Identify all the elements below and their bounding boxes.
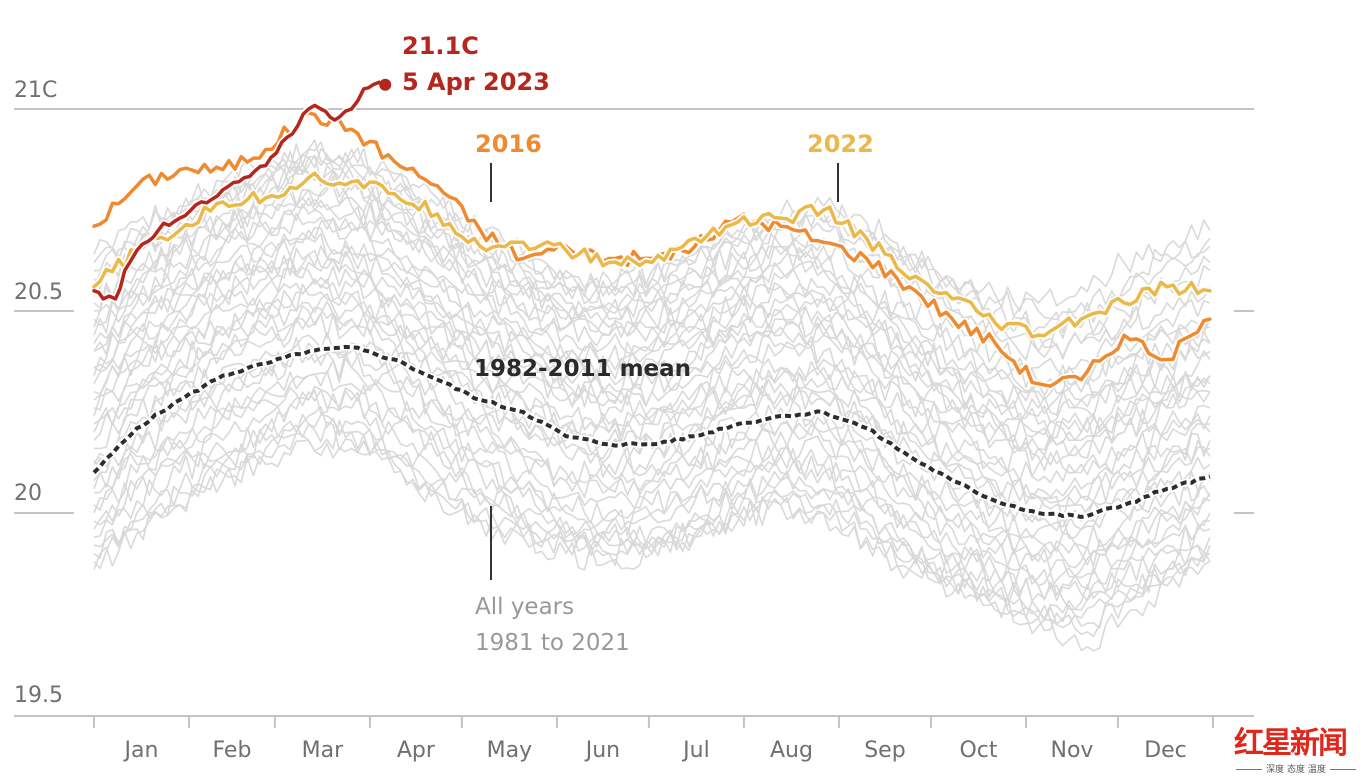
x-tick-label-oct: Oct — [959, 738, 997, 763]
label-mean: 1982-2011 mean — [474, 356, 691, 382]
x-tick-label-dec: Dec — [1144, 738, 1187, 763]
x-tick-label-jul: Jul — [681, 738, 710, 763]
background-year-line — [93, 386, 1211, 590]
record-value-label: 21.1C — [402, 32, 479, 60]
label-all-years-1: All years — [475, 594, 574, 620]
x-tick-label-may: May — [487, 738, 532, 763]
background-year-line — [93, 414, 1211, 632]
record-date-label: 5 Apr 2023 — [402, 68, 550, 96]
background-year-line — [93, 203, 1211, 416]
x-tick-label-jun: Jun — [584, 738, 620, 763]
background-year-line — [93, 357, 1211, 578]
y-tick-21: 21C — [14, 78, 57, 103]
background-year-line — [93, 432, 1211, 652]
x-tick-label-apr: Apr — [397, 738, 436, 763]
watermark-tagline: 深度 态度 温度 — [1228, 762, 1364, 775]
x-tick-label-sep: Sep — [864, 738, 905, 763]
x-tick-label-feb: Feb — [212, 738, 251, 763]
highlight-lines — [91, 78, 1212, 521]
background-year-line — [93, 312, 1211, 536]
background-year-line — [93, 245, 1211, 457]
y-tick-20-5: 20.5 — [14, 280, 63, 305]
series-line-2022 — [92, 171, 1212, 339]
series-line-2023 — [92, 80, 387, 301]
series-line-mean — [92, 344, 1211, 520]
watermark-logo: 红星新闻 深度 态度 温度 — [1228, 718, 1368, 780]
background-year-line — [93, 405, 1211, 611]
background-year-line — [93, 306, 1211, 523]
watermark-brand: 红星新闻 — [1234, 726, 1348, 761]
label-2022: 2022 — [807, 130, 874, 158]
background-year-line — [93, 370, 1211, 602]
background-year-line — [93, 195, 1211, 401]
label-2016: 2016 — [475, 130, 542, 158]
background-year-line — [93, 141, 1211, 321]
background-year-line — [93, 276, 1211, 484]
x-axis: Jan Feb Mar Apr May Jun Jul Aug Sep Oct Nov Dec — [14, 715, 1254, 763]
label-all-years-2: 1981 to 2021 — [475, 630, 630, 656]
grid — [14, 108, 1254, 514]
background-year-lines — [93, 139, 1211, 652]
background-year-line — [93, 280, 1211, 504]
record-point — [379, 78, 392, 91]
background-year-line — [93, 175, 1211, 394]
background-year-line — [93, 389, 1211, 638]
background-year-line — [93, 232, 1211, 444]
x-tick-label-aug: Aug — [770, 738, 813, 763]
y-tick-20: 20 — [14, 481, 42, 506]
x-tick-label-nov: Nov — [1051, 738, 1094, 763]
background-year-line — [93, 165, 1211, 360]
background-year-line — [93, 139, 1211, 312]
x-tick-label-jan: Jan — [123, 738, 159, 763]
y-tick-19-5: 19.5 — [14, 683, 63, 708]
x-tick-label-mar: Mar — [302, 738, 344, 763]
annotations: 21C 20.5 20 19.5 21.1C 5 Apr 2023 2016 2… — [14, 32, 874, 708]
